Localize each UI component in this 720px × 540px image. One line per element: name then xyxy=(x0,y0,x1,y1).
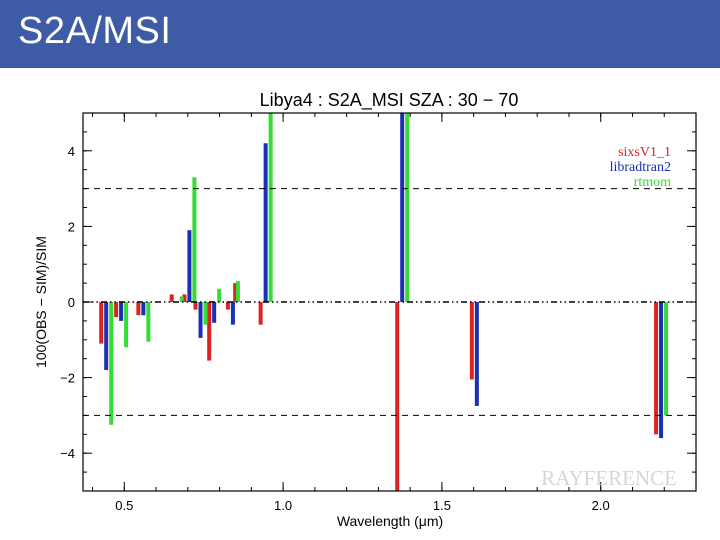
bar-rtmom-4 xyxy=(192,177,197,302)
bar-sixsV1_1-5 xyxy=(193,302,198,310)
y-tick-label: 4 xyxy=(68,144,75,159)
bar-rtmom-3 xyxy=(179,296,184,302)
bar-sixsV1_1-7 xyxy=(225,302,230,310)
y-tick-label: 2 xyxy=(68,219,75,234)
y-tick-label: −2 xyxy=(60,371,75,386)
bar-libradtran2-11 xyxy=(474,302,479,406)
y-tick-label: −4 xyxy=(60,446,75,461)
bar-rtmom-12 xyxy=(664,302,669,416)
bar-rtmom-0 xyxy=(109,302,114,425)
bar-sixsV1_1-8 xyxy=(233,283,238,302)
bar-libradtran2-10 xyxy=(400,113,405,302)
chart-title: Libya4 : S2A_MSI SZA : 30 − 70 xyxy=(260,90,519,111)
bar-libradtran2-4 xyxy=(187,230,192,302)
page-title: S2A/MSI xyxy=(18,10,172,52)
bar-sixsV1_1-3 xyxy=(169,294,174,302)
bar-sixsV1_1-2 xyxy=(136,302,141,316)
y-tick-label: 0 xyxy=(68,295,75,310)
bar-libradtran2-6 xyxy=(212,302,217,323)
bar-sixsV1_1-6 xyxy=(207,302,212,361)
x-tick-label: 1.5 xyxy=(433,498,451,513)
legend-sixsV1_1: sixsV1_1 xyxy=(618,145,671,160)
bar-sixsV1_1-12 xyxy=(654,302,659,435)
bar-chart: Libya4 : S2A_MSI SZA : 30 − 70 0.5 1.0 1.5… xyxy=(33,90,697,529)
x-axis-label: Wavelength (μm) xyxy=(337,513,443,529)
bar-libradtran2-9 xyxy=(263,143,268,302)
bar-sixsV1_1-10 xyxy=(395,302,400,491)
watermark: RAYFERENCE xyxy=(541,466,677,490)
header-bar: S2A/MSI xyxy=(0,0,720,68)
bar-libradtran2-12 xyxy=(659,302,664,439)
legend-rtmom: rtmom xyxy=(634,175,671,190)
x-tick-label: 0.5 xyxy=(115,498,133,513)
bar-sixsV1_1-0 xyxy=(99,302,104,344)
bar-rtmom-10 xyxy=(405,113,410,302)
bar-libradtran2-0 xyxy=(104,302,109,371)
bar-rtmom-6 xyxy=(217,288,222,302)
y-axis-label: 100(OBS − SIM)/SIM xyxy=(33,236,49,368)
bar-sixsV1_1-1 xyxy=(114,302,119,318)
plot-area: 0.5 1.0 1.5 2.0 −4 −2 0 2 4 xyxy=(60,112,697,513)
x-tick-label: 2.0 xyxy=(592,498,610,513)
bar-libradtran2-2 xyxy=(141,302,146,316)
bar-sixsV1_1-4 xyxy=(182,294,187,302)
bar-libradtran2-1 xyxy=(119,302,124,321)
bar-libradtran2-5 xyxy=(198,302,203,338)
bar-rtmom-1 xyxy=(124,302,129,348)
bar-sixsV1_1-9 xyxy=(258,302,263,325)
bar-rtmom-2 xyxy=(146,302,151,342)
bar-rtmom-9 xyxy=(268,113,273,302)
legend-libradtran2: libradtran2 xyxy=(610,160,671,175)
bar-rtmom-7 xyxy=(235,281,240,302)
x-tick-label: 1.0 xyxy=(274,498,292,513)
bar-rtmom-5 xyxy=(203,302,208,325)
bar-sixsV1_1-11 xyxy=(469,302,474,380)
bar-libradtran2-7 xyxy=(230,302,235,325)
